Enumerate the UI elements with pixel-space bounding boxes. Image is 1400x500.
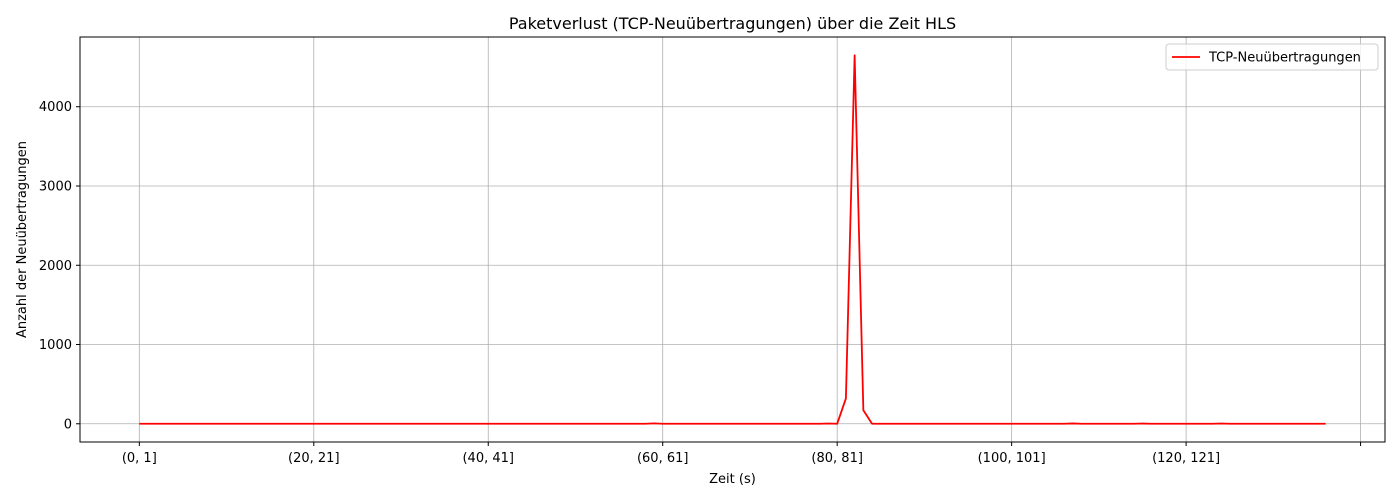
legend-label: TCP-Neuübertragungen — [1208, 51, 1361, 66]
grid — [80, 37, 1385, 442]
x-tick-label: (60, 61] — [637, 451, 689, 466]
y-axis-label: Anzahl der Neuübertragungen — [15, 141, 30, 338]
y-tick-label: 1000 — [39, 338, 72, 353]
legend-box — [1165, 43, 1379, 71]
x-axis-label: Zeit (s) — [709, 472, 756, 487]
x-axis: (0, 1] (20, 21] (40, 41] (60, 61] (80, 81] (1… — [122, 442, 1362, 466]
legend: TCP-Neuübertragungen — [1165, 43, 1379, 71]
y-tick-label: 2000 — [39, 259, 72, 274]
y-tick-label: 3000 — [39, 180, 72, 195]
plot-frame — [79, 36, 1386, 443]
x-tick-label: (80, 81] — [811, 451, 863, 466]
x-tick-label: (20, 21] — [288, 451, 340, 466]
series-line — [139, 54, 1326, 425]
series-layer — [139, 54, 1326, 425]
y-tick-label: 4000 — [39, 100, 72, 115]
x-tick-label: (100, 101] — [978, 451, 1046, 466]
x-tick-label: (40, 41] — [462, 451, 514, 466]
y-tick-label: 0 — [64, 417, 72, 432]
y-axis: 0 1000 2000 3000 4000 — [39, 100, 80, 432]
chart-title: Paketverlust (TCP-Neuübertragungen) über… — [509, 14, 956, 33]
x-tick-label: (0, 1] — [122, 451, 157, 466]
x-tick-label: (120, 121] — [1152, 451, 1220, 466]
